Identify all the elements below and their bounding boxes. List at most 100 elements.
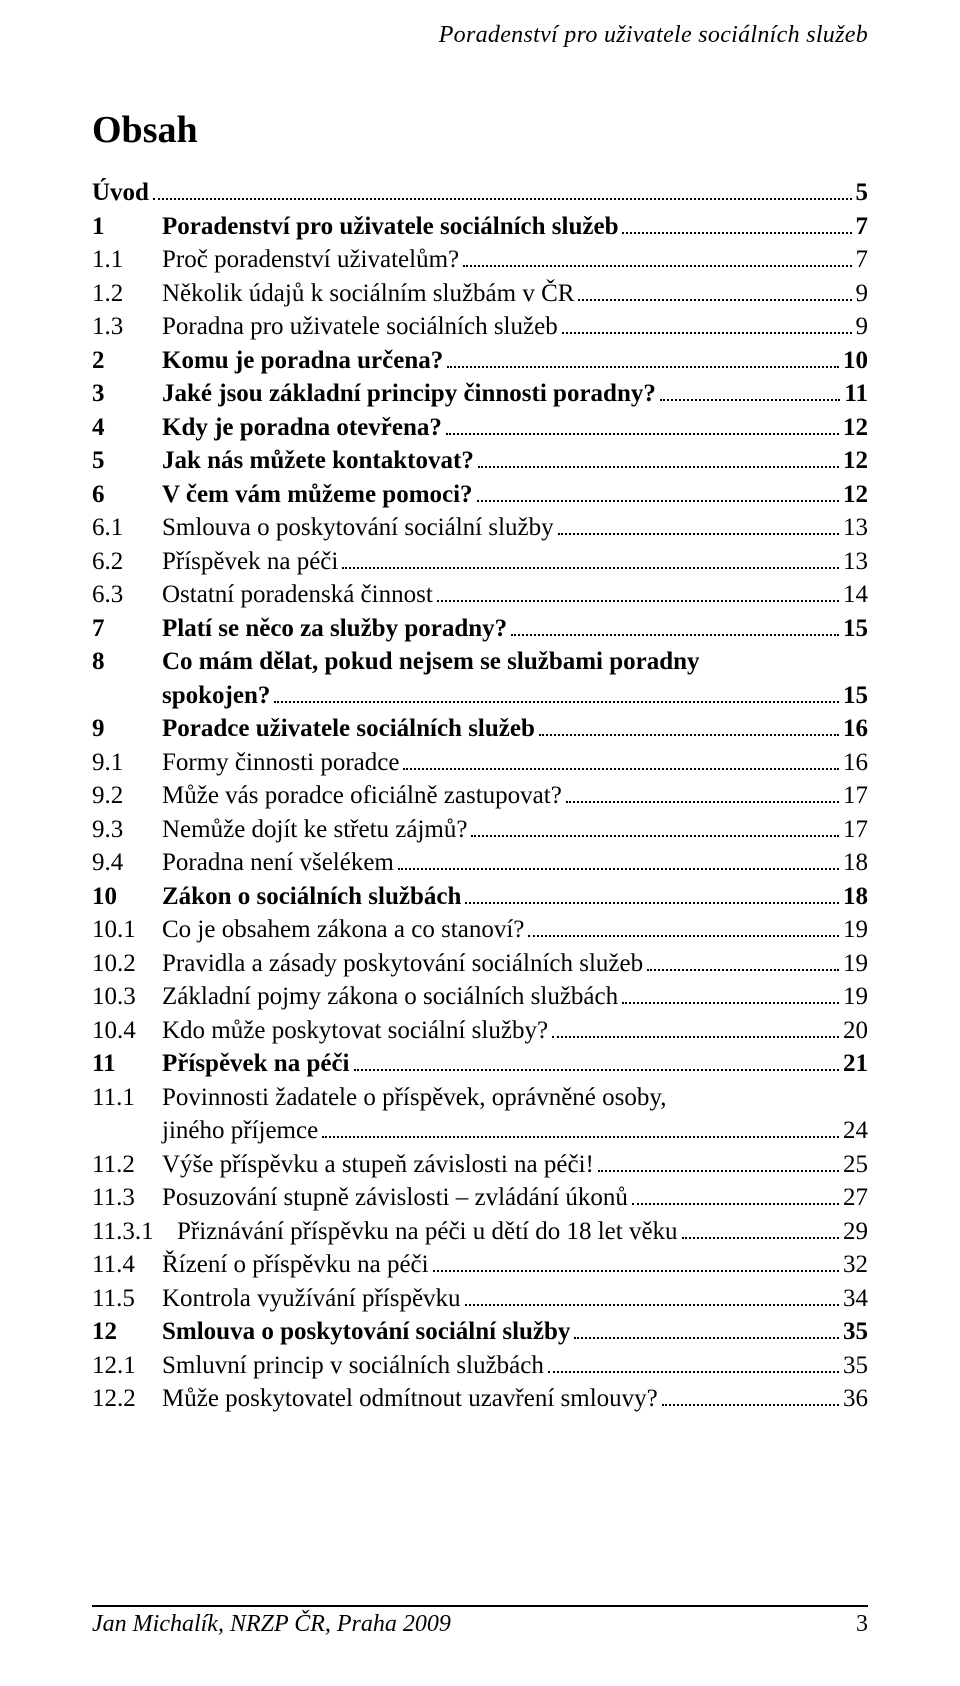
toc-row: 6V čem vám můžeme pomoci?12 <box>92 478 868 512</box>
toc-entry-number: 12 <box>92 1315 162 1349</box>
running-head: Poradenství pro uživatele sociálních slu… <box>439 22 868 49</box>
toc-row: 6.1Smlouva o poskytování sociální služby… <box>92 511 868 545</box>
toc-leader-dots <box>548 1371 839 1373</box>
toc-entry-number: 11.1 <box>92 1081 162 1115</box>
toc-entry-number: 3 <box>92 377 162 411</box>
toc-entry-page: 16 <box>843 746 868 780</box>
toc-entry-number: 11.3.1 <box>92 1215 177 1249</box>
toc-leader-dots <box>647 969 839 971</box>
toc-entry-number: 11.2 <box>92 1148 162 1182</box>
toc-row: 4Kdy je poradna otevřena?12 <box>92 411 868 445</box>
toc-entry-page: 12 <box>843 478 868 512</box>
footer-author: Jan Michalík, NRZP ČR, Praha 2009 <box>92 1611 451 1638</box>
toc-entry-number: 12.1 <box>92 1349 162 1383</box>
toc-entry-number: 10 <box>92 880 162 914</box>
toc-entry-text: Příspěvek na péči <box>162 545 338 579</box>
toc-row: 9.2Může vás poradce oficiálně zastupovat… <box>92 779 868 813</box>
page-footer: Jan Michalík, NRZP ČR, Praha 2009 3 <box>92 1605 868 1638</box>
toc-entry-text: Příspěvek na péči <box>162 1047 350 1081</box>
toc-entry-page: 5 <box>856 176 869 210</box>
toc-entry-page: 9 <box>856 310 869 344</box>
toc-entry-text: Řízení o příspěvku na péči <box>162 1248 429 1282</box>
toc-row: 12Smlouva o poskytování sociální služby3… <box>92 1315 868 1349</box>
toc-row: 11.3.1Přiznávání příspěvku na péči u dět… <box>92 1215 868 1249</box>
toc-entry-page: 7 <box>856 210 869 244</box>
toc-row: 11.1Povinnosti žadatele o příspěvek, opr… <box>92 1081 868 1115</box>
toc-entry-text: Přiznávání příspěvku na péči u dětí do 1… <box>177 1215 678 1249</box>
toc-leader-dots <box>447 366 839 368</box>
toc-leader-dots <box>562 332 852 334</box>
toc-row: 11.5Kontrola využívání příspěvku34 <box>92 1282 868 1316</box>
toc-leader-dots <box>558 533 839 535</box>
toc-entry-page: 27 <box>843 1181 868 1215</box>
toc-entry-text: Jak nás můžete kontaktovat? <box>162 444 474 478</box>
toc-leader-dots <box>660 399 841 401</box>
toc-entry-text: Co je obsahem zákona a co stanoví? <box>162 913 524 947</box>
toc-entry-number: 9.1 <box>92 746 162 780</box>
toc-entry-page: 10 <box>843 344 868 378</box>
toc-entry-text: Poradenství pro uživatele sociálních slu… <box>162 210 618 244</box>
toc-entry-text: Úvod <box>92 176 149 210</box>
toc-leader-dots <box>437 600 839 602</box>
toc-entry-page: 18 <box>843 846 868 880</box>
toc-entry-number: 9.3 <box>92 813 162 847</box>
toc-leader-dots <box>322 1136 839 1138</box>
toc-leader-dots <box>598 1170 839 1172</box>
toc-entry-text: Základní pojmy zákona o sociálních služb… <box>162 980 618 1014</box>
toc-leader-dots <box>403 768 839 770</box>
toc-leader-dots <box>574 1337 839 1339</box>
toc-entry-text: Co mám dělat, pokud nejsem se službami p… <box>162 645 700 679</box>
toc-leader-dots <box>682 1237 839 1239</box>
toc-entry-number: 11.3 <box>92 1181 162 1215</box>
toc-row: 10.2Pravidla a zásady poskytování sociál… <box>92 947 868 981</box>
toc-entry-number: 4 <box>92 411 162 445</box>
toc-entry-text: Zákon o sociálních službách <box>162 880 461 914</box>
toc-leader-dots <box>622 232 851 234</box>
toc-entry-number: 11.4 <box>92 1248 162 1282</box>
toc-entry-text: Poradna není všelékem <box>162 846 394 880</box>
toc-entry-text: Kontrola využívání příspěvku <box>162 1282 461 1316</box>
toc-entry-text: V čem vám můžeme pomoci? <box>162 478 473 512</box>
page: Poradenství pro uživatele sociálních slu… <box>0 0 960 1686</box>
toc-entry-page: 35 <box>843 1349 868 1383</box>
toc-row: 8Co mám dělat, pokud nejsem se službami … <box>92 645 868 679</box>
toc-entry-text: Platí se něco za služby poradny? <box>162 612 507 646</box>
toc-leader-dots <box>446 433 839 435</box>
toc-entry-page: 36 <box>843 1382 868 1416</box>
toc-entry-number: 1.2 <box>92 277 162 311</box>
toc-entry-page: 15 <box>843 679 868 713</box>
footer-line: Jan Michalík, NRZP ČR, Praha 2009 3 <box>92 1611 868 1638</box>
toc-leader-dots <box>632 1203 839 1205</box>
toc-entry-number: 10.3 <box>92 980 162 1014</box>
toc-entry-page: 7 <box>856 243 869 277</box>
toc-row: 9.1Formy činnosti poradce16 <box>92 746 868 780</box>
toc-entry-text: Nemůže dojít ke střetu zájmů? <box>162 813 467 847</box>
toc-row: 6.3Ostatní poradenská činnost14 <box>92 578 868 612</box>
toc-entry-text: Může poskytovatel odmítnout uzavření sml… <box>162 1382 658 1416</box>
toc-leader-dots <box>622 1002 839 1004</box>
toc-entry-text: Poradna pro uživatele sociálních služeb <box>162 310 558 344</box>
toc-entry-number: 6.1 <box>92 511 162 545</box>
toc-row: 11.2Výše příspěvku a stupeň závislosti n… <box>92 1148 868 1182</box>
toc-entry-page: 29 <box>843 1215 868 1249</box>
toc-leader-dots <box>539 734 839 736</box>
toc-entry-number: 6.2 <box>92 545 162 579</box>
toc-row: 1.2Několik údajů k sociálním službám v Č… <box>92 277 868 311</box>
toc-entry-number: 10.2 <box>92 947 162 981</box>
toc-row: 10.3Základní pojmy zákona o sociálních s… <box>92 980 868 1014</box>
toc-entry-page: 19 <box>843 980 868 1014</box>
toc-entry-number: 1 <box>92 210 162 244</box>
toc-row: 7Platí se něco za služby poradny?15 <box>92 612 868 646</box>
toc-entry-page: 21 <box>843 1047 868 1081</box>
toc-entry-page: 17 <box>843 813 868 847</box>
table-of-contents: Úvod 5 1Poradenství pro uživatele sociální… <box>92 176 868 1416</box>
toc-row: jiného příjemce24 <box>92 1114 868 1148</box>
toc-entry-page: 12 <box>843 411 868 445</box>
toc-entry-text: Výše příspěvku a stupeň závislosti na pé… <box>162 1148 594 1182</box>
toc-entry-text: Smluvní princip v sociálních službách <box>162 1349 544 1383</box>
toc-entry-text: Smlouva o poskytování sociální služby <box>162 511 554 545</box>
toc-leader-dots <box>566 801 839 803</box>
toc-entry-number: 12.2 <box>92 1382 162 1416</box>
toc-entry-text: Poradce uživatele sociálních služeb <box>162 712 535 746</box>
toc-entry-text: Ostatní poradenská činnost <box>162 578 433 612</box>
